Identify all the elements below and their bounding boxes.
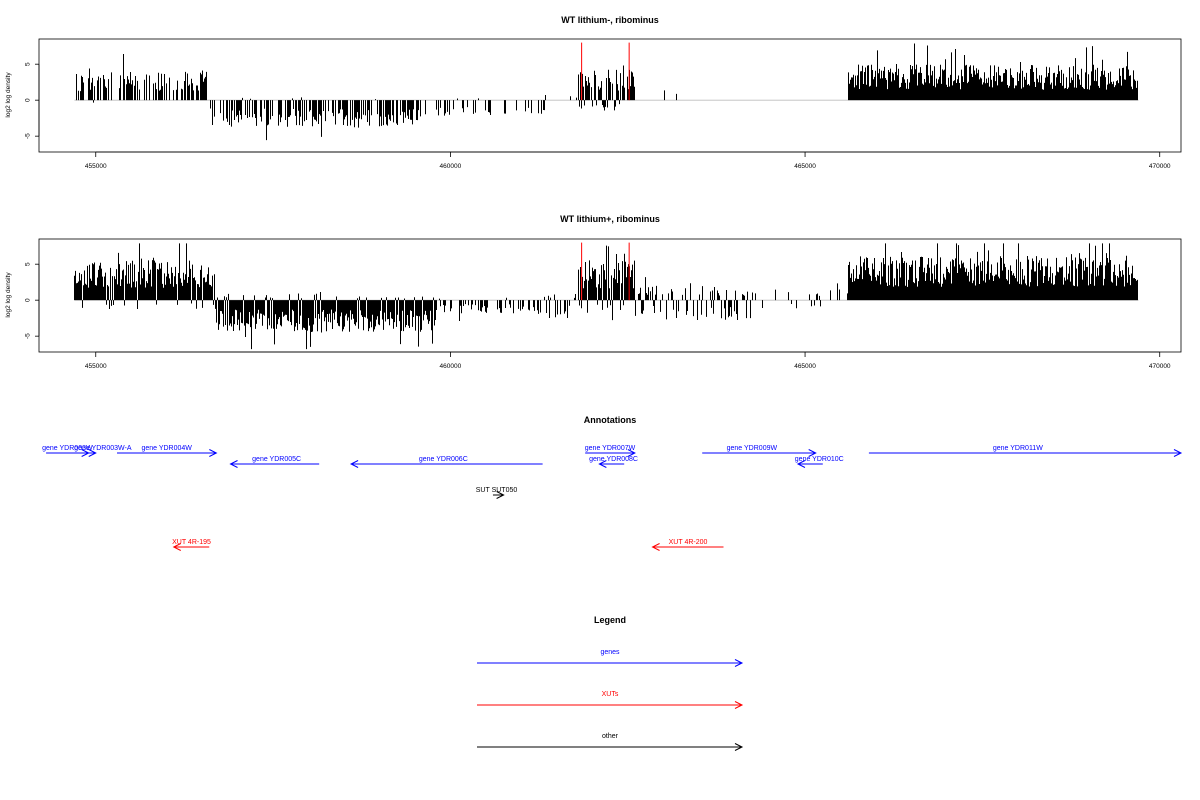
coverage-panel-lithium-plus: WT lithium+, ribominus log2 log density … — [5, 214, 1182, 370]
legend: Legend genes XUTs other — [477, 615, 744, 751]
red-marker-lines — [581, 242, 630, 301]
xut-arrow — [172, 543, 210, 551]
gene-arrow — [796, 460, 823, 468]
gene-arrow — [585, 449, 636, 457]
feature-label: gene YDR005C — [252, 456, 301, 463]
gene-arrow — [702, 449, 817, 457]
legend-label: other — [602, 733, 619, 740]
feature-label: gene YDR003W-A — [74, 445, 132, 452]
other-arrow — [492, 491, 505, 499]
feature-label: gene YDR004W — [141, 445, 192, 452]
panel-title: WT lithium-, ribominus — [561, 15, 659, 25]
coverage-bars — [74, 43, 1139, 141]
x-tick-label: 465000 — [794, 163, 816, 170]
feature-label: XUT 4R-195 — [172, 539, 211, 546]
legend-label: genes — [600, 649, 620, 656]
y-tick-label: -5 — [25, 333, 32, 339]
y-tick-label: 0 — [25, 298, 32, 302]
feature-label: gene YDR006C — [419, 456, 468, 463]
x-tick-label: 460000 — [440, 363, 462, 370]
legend-label: XUTs — [602, 691, 619, 698]
gene-arrow — [868, 449, 1183, 457]
annotations-title: Annotations — [584, 415, 637, 425]
gene-arrow — [117, 449, 218, 457]
xut-arrow — [651, 543, 724, 551]
y-tick-label: 0 — [25, 98, 32, 102]
y-axis: -5 0 5 — [25, 62, 40, 139]
legend-items: genes XUTs other — [477, 649, 744, 751]
coverage-panel-lithium-minus: WT lithium-, ribominus log2 log density … — [5, 15, 1182, 170]
y-axis: -5 0 5 — [25, 262, 40, 339]
y-axis-label: log2 log density — [5, 272, 12, 318]
feature-label: XUT 4R-200 — [669, 539, 708, 546]
red-marker-lines — [581, 42, 630, 101]
feature-label: gene YDR011W — [993, 445, 1043, 452]
x-axis: 455000 460000 465000 470000 — [85, 351, 1171, 370]
x-tick-label: 455000 — [85, 163, 107, 170]
legend-arrow — [477, 743, 744, 751]
legend-arrow — [477, 701, 744, 709]
y-tick-label: 5 — [25, 262, 32, 266]
panel-title: WT lithium+, ribominus — [560, 214, 660, 224]
gene-arrow — [349, 460, 543, 468]
gene-arrow — [229, 460, 320, 468]
y-tick-label: -5 — [25, 133, 32, 139]
feature-label: gene YDR009W — [727, 445, 778, 452]
x-tick-label: 460000 — [440, 163, 462, 170]
x-axis: 455000 460000 465000 470000 — [85, 151, 1171, 170]
x-tick-label: 470000 — [1149, 363, 1171, 370]
feature-label: SUT SUT050 — [476, 487, 518, 494]
feature-label: gene YDR003W — [42, 445, 93, 452]
x-tick-label: 455000 — [85, 363, 107, 370]
feature-label: gene YDR007W — [585, 445, 636, 452]
y-tick-label: 5 — [25, 62, 32, 66]
legend-title: Legend — [594, 615, 626, 625]
gene-arrow — [598, 460, 625, 468]
feature-label: gene YDR008C — [589, 456, 638, 463]
x-tick-label: 465000 — [794, 363, 816, 370]
feature-label: gene YDR010C — [795, 456, 844, 463]
legend-arrow — [477, 659, 744, 667]
coverage-bars — [74, 243, 1139, 350]
gene-arrow — [81, 449, 97, 457]
y-axis-label: log2 log density — [5, 72, 12, 118]
x-tick-label: 470000 — [1149, 163, 1171, 170]
